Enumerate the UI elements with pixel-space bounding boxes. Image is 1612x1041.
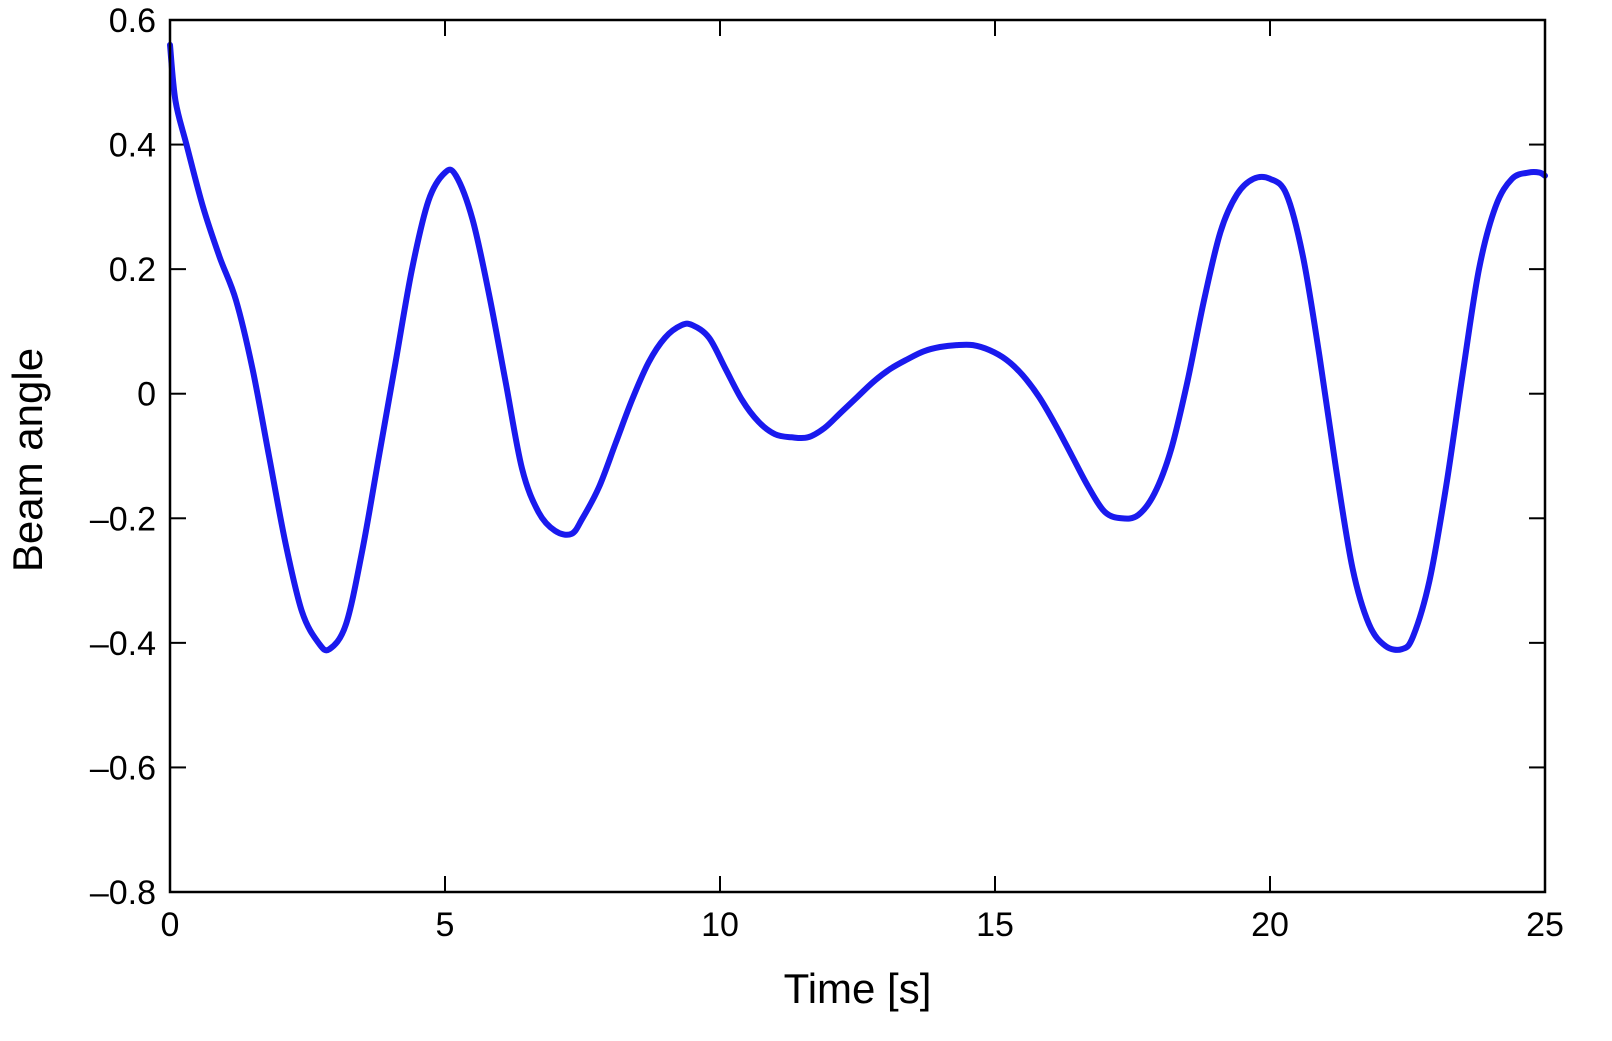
y-tick-label: 0.4	[109, 127, 156, 165]
x-tick-label: 25	[1526, 906, 1564, 944]
series-line	[167, 41, 1548, 654]
x-tick-label: 10	[701, 906, 739, 944]
plot-frame	[168, 18, 1547, 894]
y-tick-labels: 0.6 0.4 0.2 0 –0.2 –0.4 –0.6 –0.8	[90, 2, 156, 912]
x-tick-label: 0	[161, 906, 180, 944]
y-axis-title: Beam angle	[4, 348, 51, 572]
series-layer	[167, 41, 1548, 654]
x-tick-labels: 0 5 10 15 20 25	[161, 906, 1564, 944]
y-tick-label: 0.6	[109, 2, 156, 40]
x-tick-label: 5	[436, 906, 455, 944]
x-tick-label: 15	[976, 906, 1014, 944]
x-axis-title: Time [s]	[784, 965, 932, 1012]
y-tick-label: 0	[137, 376, 156, 414]
y-tick-label: –0.8	[90, 874, 156, 912]
y-tick-label: –0.4	[90, 625, 156, 663]
y-tick-label: 0.2	[109, 251, 156, 289]
y-tick-label: –0.6	[90, 749, 156, 787]
y-tick-label: –0.2	[90, 500, 156, 538]
x-tick-label: 20	[1251, 906, 1289, 944]
